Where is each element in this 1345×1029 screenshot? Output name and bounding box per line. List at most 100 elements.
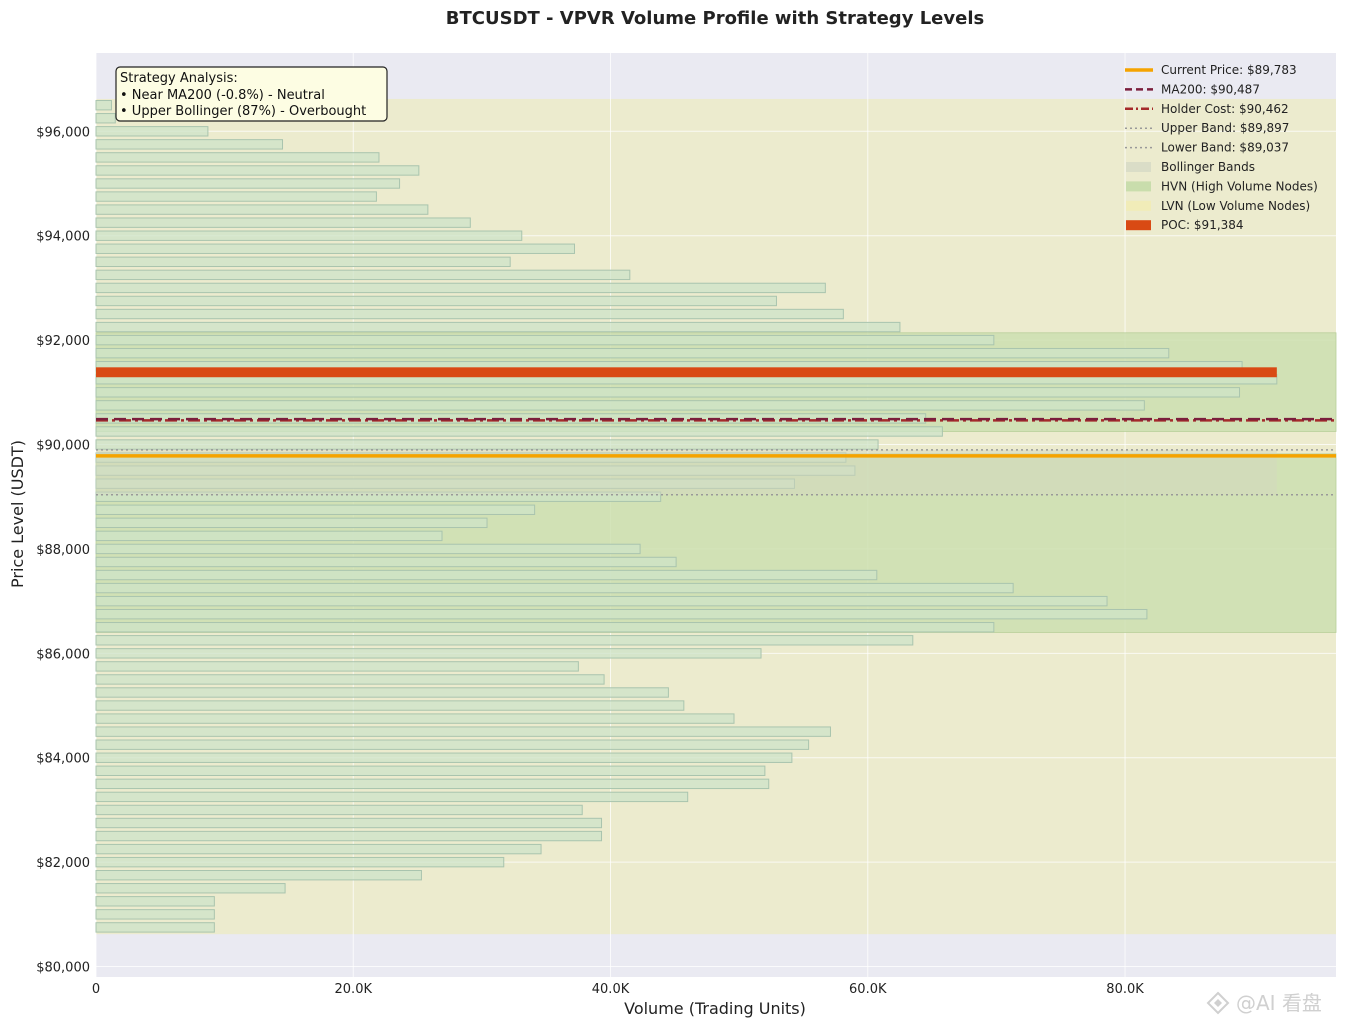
- volume-bar: [95, 635, 914, 646]
- volume-bar: [95, 334, 995, 346]
- x-tick-label: 60.0K: [849, 982, 887, 997]
- volume-bar: [95, 465, 856, 476]
- volume-bar: [95, 165, 420, 176]
- volume-bar: [95, 870, 422, 881]
- volume-bar: [95, 765, 766, 776]
- x-axis-label: Volume (Trading Units): [624, 999, 806, 1018]
- volume-bar: [95, 752, 793, 763]
- volume-bar: [95, 622, 995, 633]
- watermark-logo-icon: [1206, 991, 1230, 1015]
- volume-bar: [95, 830, 603, 842]
- y-tick-label: $88,000: [36, 543, 90, 558]
- y-tick-label: $82,000: [36, 856, 90, 871]
- chart-title: BTCUSDT - VPVR Volume Profile with Strat…: [446, 8, 984, 29]
- legend-label: MA200: $90,487: [1161, 82, 1260, 96]
- volume-bar: [95, 321, 901, 333]
- legend-entry: MA200: $90,487: [1125, 82, 1260, 96]
- strategy-levels: [96, 367, 1336, 496]
- legend-label: Holder Cost: $90,462: [1161, 102, 1289, 116]
- legend-entry: Lower Band: $89,037: [1125, 141, 1289, 155]
- legend-label: Bollinger Bands: [1161, 160, 1255, 174]
- volume-bar: [95, 400, 1145, 411]
- x-axis-ticks: 0 20.0K 40.0K 60.0K 80.0K: [92, 982, 1144, 997]
- legend-entry: POC: $91,384: [1126, 218, 1244, 232]
- x-tick-label: 80.0K: [1106, 982, 1144, 997]
- volume-bar: [95, 883, 286, 894]
- volume-bar: [95, 308, 844, 320]
- volume-bar: [95, 347, 1170, 359]
- legend-entry: Holder Cost: $90,462: [1125, 102, 1289, 116]
- volume-bar: [95, 804, 583, 816]
- volume-bar: [95, 595, 1108, 607]
- volume-bar: [95, 204, 429, 215]
- volume-bar: [95, 295, 777, 307]
- legend-entry: LVN (Low Volume Nodes): [1126, 199, 1310, 213]
- x-tick-label: 0: [92, 982, 100, 997]
- watermark: @AI 看盘: [1206, 991, 1322, 1015]
- legend-swatch: [1126, 162, 1151, 172]
- volume-bar: [95, 856, 505, 868]
- volume-bar: [95, 504, 536, 515]
- legend-swatch: [1126, 181, 1151, 192]
- volume-bar: [95, 713, 735, 724]
- legend-entry: Bollinger Bands: [1126, 160, 1255, 174]
- y-tick-label: $86,000: [36, 647, 90, 662]
- volume-bar: [95, 217, 471, 228]
- legend-label: Lower Band: $89,037: [1161, 141, 1289, 155]
- volume-bar: [95, 256, 511, 268]
- volume-bar: [95, 543, 641, 555]
- volume-bar: [95, 269, 631, 281]
- legend-entry: Upper Band: $89,897: [1125, 121, 1289, 135]
- y-tick-label: $80,000: [36, 961, 90, 976]
- legend: Current Price: $89,783 MA200: $90,487 Hold…: [1125, 63, 1318, 232]
- volume-bar: [95, 439, 879, 450]
- volume-bar: [95, 387, 1241, 398]
- y-axis-ticks: $80,000 $82,000 $84,000 $86,000 $88,000 $90,0…: [36, 125, 90, 975]
- legend-entry: Current Price: $89,783: [1125, 63, 1297, 77]
- poc-bar: [96, 367, 1277, 378]
- volume-bar: [95, 608, 1148, 620]
- volume-bar: [95, 556, 677, 568]
- volume-bar: [95, 648, 762, 659]
- volume-bar: [95, 426, 943, 437]
- y-tick-label: $90,000: [36, 439, 90, 454]
- annotation-box: [115, 66, 388, 122]
- legend-entry: HVN (High Volume Nodes): [1126, 179, 1318, 193]
- legend-swatch: [1126, 200, 1151, 211]
- legend-label: POC: $91,384: [1161, 218, 1244, 232]
- volume-bar: [95, 530, 443, 542]
- volume-bars: [95, 100, 1278, 933]
- legend-label: HVN (High Volume Nodes): [1161, 179, 1318, 193]
- x-tick-label: 40.0K: [592, 982, 630, 997]
- volume-bar: [95, 778, 770, 790]
- volume-bar: [95, 126, 209, 137]
- volume-bar: [95, 478, 795, 489]
- volume-bar: [95, 726, 831, 737]
- watermark-text: @AI 看盘: [1236, 991, 1322, 1015]
- volume-bar: [95, 243, 576, 254]
- legend-label: Current Price: $89,783: [1161, 63, 1297, 77]
- volume-bar: [95, 100, 112, 111]
- volume-bar: [95, 674, 605, 685]
- legend-label: LVN (Low Volume Nodes): [1161, 199, 1310, 213]
- strategy-annotation: Strategy Analysis: • Near MA200 (-0.8%) …: [115, 66, 388, 122]
- volume-bar: [95, 661, 579, 672]
- volume-bar: [95, 491, 662, 502]
- plot-area: [95, 53, 1337, 977]
- annotation-title: Strategy Analysis:: [120, 71, 238, 86]
- volume-bar: [95, 569, 878, 581]
- volume-bar: [95, 791, 689, 803]
- volume-bar: [95, 909, 215, 920]
- y-tick-label: $94,000: [36, 230, 90, 245]
- volume-bar: [95, 582, 1014, 594]
- volume-bar: [95, 922, 215, 933]
- volume-bar: [95, 139, 284, 150]
- annotation-line-2: • Upper Bollinger (87%) - Overbought: [120, 104, 366, 119]
- volume-bar: [95, 282, 826, 294]
- y-tick-label: $92,000: [36, 334, 90, 349]
- y-tick-label: $84,000: [36, 752, 90, 767]
- legend-label: Upper Band: $89,897: [1161, 121, 1289, 135]
- legend-swatch: [1126, 220, 1151, 231]
- volume-bar: [95, 178, 401, 189]
- volume-bar: [95, 700, 685, 711]
